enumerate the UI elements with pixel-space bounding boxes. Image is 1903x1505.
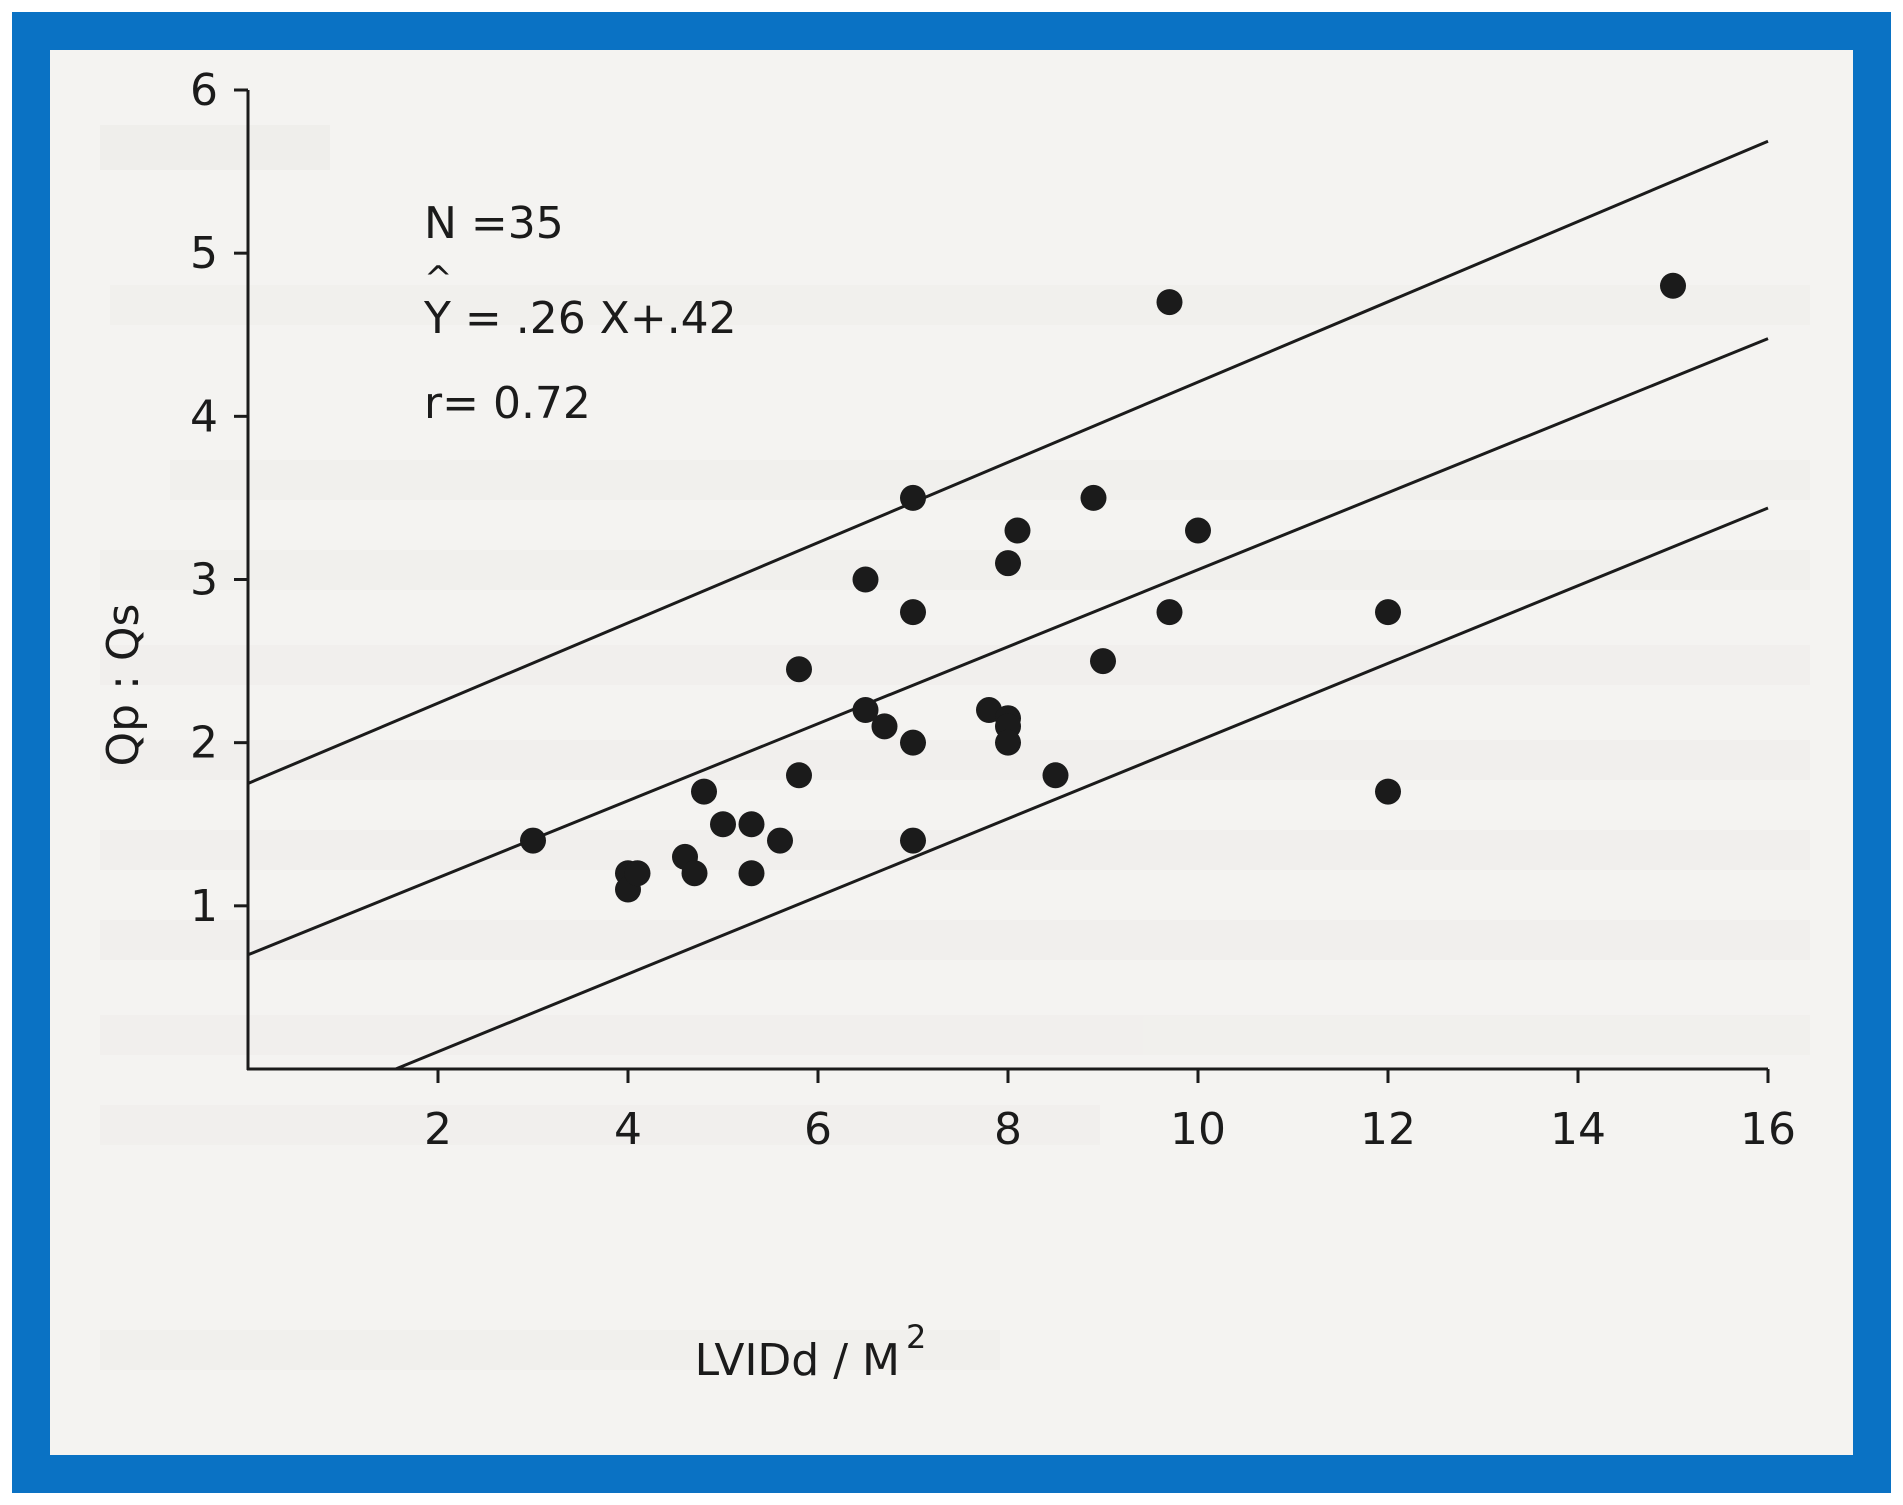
scatter-point [738,860,765,887]
y-tick-label: 4 [190,391,218,442]
y-tick-label: 3 [190,555,218,606]
scatter-point [1375,778,1401,805]
scatter-point [691,778,717,805]
x-tick-label: 10 [1170,1104,1226,1155]
regression-line [247,337,1769,957]
x-axis-title-superscript: 2 [906,1318,926,1356]
regression-lines [247,139,1769,1071]
lower-line [395,506,1769,1071]
scatter-point [900,599,926,626]
scatter-point [900,484,926,511]
scatter-point [681,860,708,887]
scatter-point [1042,762,1069,789]
scatter-point [1090,648,1116,675]
scatter-point [1156,599,1183,626]
scatter-point [1004,517,1031,544]
y-tick-label: 1 [190,881,218,932]
scatter-point [786,656,812,683]
axes [234,88,1770,1083]
scatter-point [995,550,1021,577]
scatter-point [520,827,546,854]
scanned-figure: 1 2 3 4 5 6 2 4 6 8 10 12 14 16 LVIDd / M 2 Qp : Qs N… [50,50,1853,1455]
scatter-point [900,827,926,854]
scatter-point [871,713,898,740]
x-tick-label: 6 [804,1104,832,1155]
scatter-point [786,762,812,789]
x-tick-label: 12 [1360,1104,1416,1155]
x-tick-label: 16 [1740,1104,1796,1155]
scatter-point [900,729,926,756]
annotation-y-hat: ^ [424,259,453,299]
show-through-texture [100,125,1810,1370]
scatter-point [710,811,736,838]
scatter-point [1156,289,1183,316]
scatter-point [995,729,1021,756]
x-tick-label: 8 [994,1104,1022,1155]
scatter-point [1185,517,1211,544]
annotation-r: r= 0.72 [424,378,591,429]
x-tick-label: 2 [424,1104,452,1155]
x-axis-title: LVIDd / M [695,1335,900,1386]
scatter-point [624,860,651,887]
annotation-n: N =35 [424,198,564,249]
y-axis-title: Qp : Qs [98,604,149,767]
scatter-point [738,811,765,838]
x-tick-label: 14 [1550,1104,1606,1155]
data-points [520,272,1686,903]
scatter-point [852,566,879,593]
scatter-point [852,697,879,724]
scatter-point [1080,484,1107,511]
x-tick-label: 4 [614,1104,642,1155]
y-tick-label: 6 [190,65,218,116]
y-tick-label: 2 [190,718,218,769]
annotation-equation: Y = .26 X+.42 [423,293,737,344]
scatter-point [1660,272,1686,299]
scatter-point [767,827,793,854]
upper-line [247,139,1769,785]
blue-frame: 1 2 3 4 5 6 2 4 6 8 10 12 14 16 LVIDd / M 2 Qp : Qs N… [12,12,1891,1493]
y-tick-label: 5 [190,228,218,279]
scatter-point [1375,599,1401,626]
